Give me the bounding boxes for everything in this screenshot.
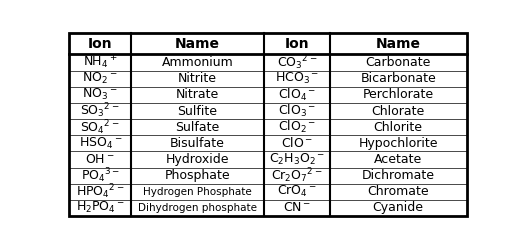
Text: CN$^-$: CN$^-$ — [283, 202, 311, 214]
Text: Acetate: Acetate — [374, 153, 422, 166]
Text: Phosphate: Phosphate — [165, 169, 230, 182]
Text: Dichromate: Dichromate — [361, 169, 435, 182]
Text: Bisulfate: Bisulfate — [170, 137, 225, 150]
Text: Hydrogen Phosphate: Hydrogen Phosphate — [143, 187, 252, 197]
Text: Carbonate: Carbonate — [366, 56, 431, 69]
Text: Ion: Ion — [285, 37, 309, 51]
Text: Perchlorate: Perchlorate — [362, 88, 434, 101]
Text: Sulfite: Sulfite — [177, 104, 218, 118]
Text: NO$_2$$^-$: NO$_2$$^-$ — [83, 71, 118, 86]
Text: PO$_4$$^{3-}$: PO$_4$$^{3-}$ — [81, 166, 120, 185]
Text: Cr$_2$O$_7$$^{2-}$: Cr$_2$O$_7$$^{2-}$ — [271, 166, 323, 185]
Text: OH$^-$: OH$^-$ — [85, 153, 115, 166]
Text: Name: Name — [175, 37, 220, 51]
Text: NH$_4$$^+$: NH$_4$$^+$ — [83, 54, 118, 71]
Text: SO$_3$$^{2-}$: SO$_3$$^{2-}$ — [81, 102, 120, 120]
Text: Hypochlorite: Hypochlorite — [358, 137, 438, 150]
Text: Hydroxide: Hydroxide — [166, 153, 229, 166]
Text: HSO$_4$$^-$: HSO$_4$$^-$ — [78, 136, 122, 151]
Text: CrO$_4$$^-$: CrO$_4$$^-$ — [277, 184, 317, 199]
Text: ClO$^-$: ClO$^-$ — [281, 136, 313, 150]
Text: H$_2$PO$_4$$^-$: H$_2$PO$_4$$^-$ — [76, 200, 125, 215]
Text: Nitrite: Nitrite — [178, 72, 217, 85]
Text: Chlorite: Chlorite — [373, 121, 423, 134]
Text: SO$_4$$^{2-}$: SO$_4$$^{2-}$ — [81, 118, 120, 137]
Text: Sulfate: Sulfate — [175, 121, 220, 134]
Text: ClO$_2$$^-$: ClO$_2$$^-$ — [278, 119, 316, 135]
Text: CO$_3$$^{2-}$: CO$_3$$^{2-}$ — [277, 53, 317, 72]
Text: Chromate: Chromate — [367, 185, 429, 198]
Text: Ammonium: Ammonium — [162, 56, 233, 69]
Text: Bicarbonate: Bicarbonate — [360, 72, 436, 85]
Text: Dihydrogen phosphate: Dihydrogen phosphate — [138, 203, 257, 213]
Text: C$_2$H$_3$O$_2$$^-$: C$_2$H$_3$O$_2$$^-$ — [269, 152, 325, 167]
Text: Nitrate: Nitrate — [176, 88, 219, 101]
Text: Chlorate: Chlorate — [371, 104, 425, 118]
Text: Ion: Ion — [88, 37, 112, 51]
Text: Cyanide: Cyanide — [372, 202, 424, 214]
Text: NO$_3$$^-$: NO$_3$$^-$ — [83, 87, 118, 103]
Text: Name: Name — [376, 37, 420, 51]
Text: ClO$_3$$^-$: ClO$_3$$^-$ — [278, 103, 316, 119]
Text: ClO$_4$$^-$: ClO$_4$$^-$ — [278, 87, 316, 103]
Text: HCO$_3$$^-$: HCO$_3$$^-$ — [275, 71, 319, 86]
Text: HPO$_4$$^{2-}$: HPO$_4$$^{2-}$ — [76, 183, 124, 201]
